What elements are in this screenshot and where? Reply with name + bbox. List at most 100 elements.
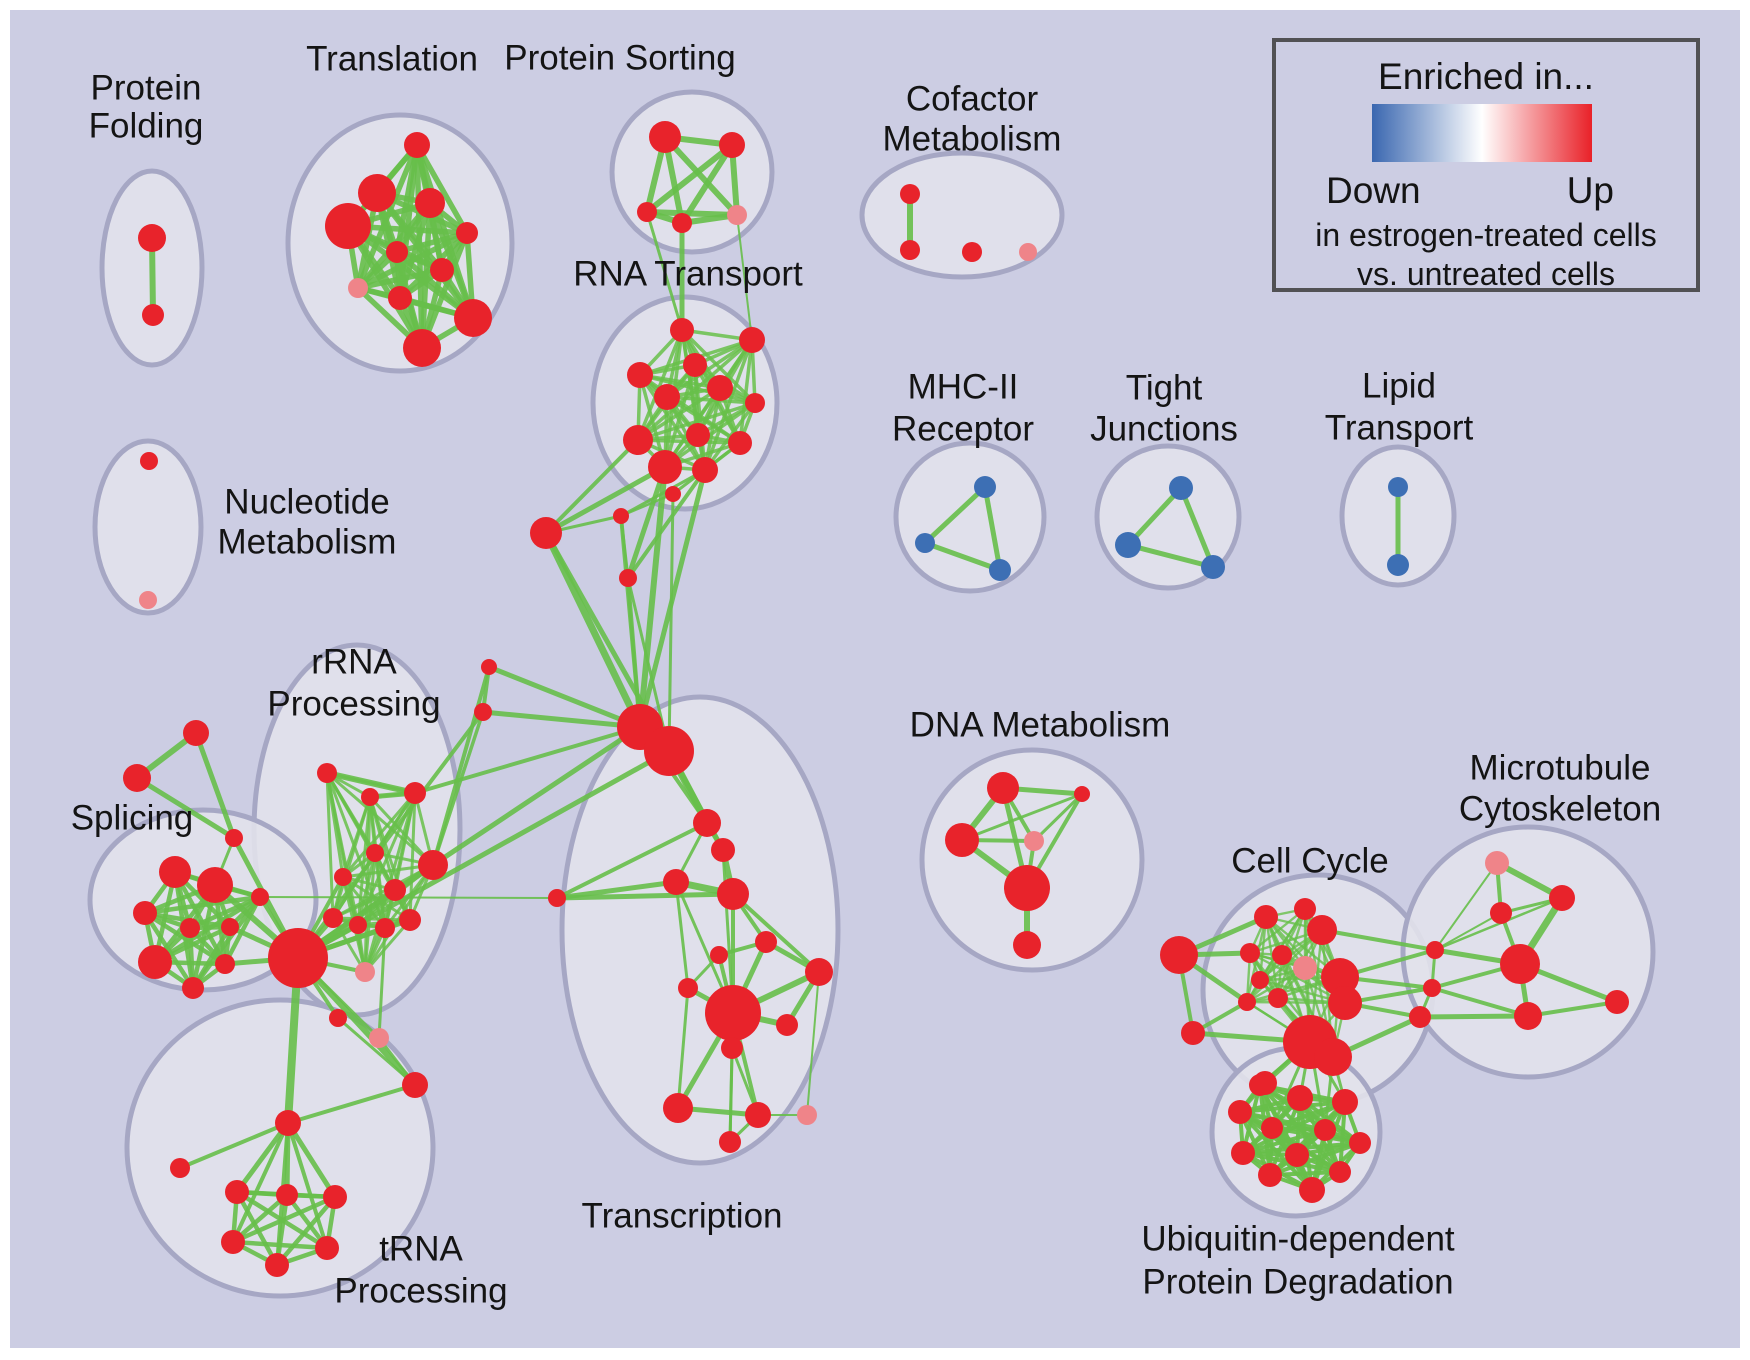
node-t4	[325, 203, 371, 249]
node-cf3	[962, 242, 982, 262]
node-tr14	[797, 1105, 817, 1125]
node-r6	[384, 879, 406, 901]
legend-down-label: Down	[1326, 170, 1421, 211]
node-cl2	[1181, 1021, 1205, 1045]
node-m3	[1500, 944, 1540, 984]
label-cell-cycle: Cell Cycle	[1231, 841, 1389, 880]
node-tc	[275, 1110, 301, 1136]
node-rt4	[683, 353, 707, 377]
edge	[922, 484, 988, 546]
edge	[636, 401, 757, 442]
legend-gradient-bar	[1372, 104, 1592, 162]
node-r7	[418, 850, 448, 880]
node-d1	[987, 772, 1019, 804]
edge	[1430, 986, 1530, 1018]
edge	[193, 730, 237, 841]
node-s3	[133, 901, 157, 925]
edge	[1320, 928, 1437, 952]
node-s7	[215, 954, 235, 974]
cluster-transcription	[559, 694, 841, 1166]
edge	[676, 986, 690, 1110]
node-rt1	[670, 318, 694, 342]
node-r8	[323, 908, 343, 928]
node-nm1	[140, 452, 158, 470]
node-r3	[404, 782, 426, 804]
cluster-mhc-ii-receptor	[893, 440, 1047, 594]
edge	[430, 724, 643, 868]
node-rt10	[728, 431, 752, 455]
node-tj1	[1169, 476, 1193, 500]
label-mhc-ii-receptor: MHC-II Receptor	[892, 367, 1034, 448]
edge	[414, 142, 470, 236]
label-layer: Protein Folding Translation Protein Sorting…	[71, 38, 1661, 1310]
edge	[480, 709, 643, 730]
edge	[324, 770, 418, 796]
edge	[336, 1016, 417, 1087]
edge	[662, 134, 740, 218]
node-rh	[268, 928, 328, 988]
node-h2	[1314, 1038, 1352, 1076]
edge	[1032, 792, 1084, 843]
node-c2	[474, 703, 492, 721]
node-u12	[1299, 1177, 1325, 1203]
node-u2	[1287, 1085, 1313, 1111]
node-c1	[481, 659, 497, 675]
edge	[982, 484, 1003, 573]
edge	[234, 1120, 291, 1195]
node-sa	[183, 720, 209, 746]
node-r2	[361, 788, 379, 806]
edge	[142, 894, 263, 916]
node-ps3	[637, 202, 657, 222]
node-ps4	[672, 213, 692, 233]
node-rt8	[623, 425, 653, 455]
label-ubiquitin-degradation: Ubiquitin-dependent Protein Degradation	[1141, 1219, 1455, 1301]
label-transcription: Transcription	[582, 1196, 783, 1235]
node-m1	[1549, 885, 1575, 911]
node-g1	[225, 1180, 249, 1204]
node-t7	[430, 258, 454, 282]
node-ccp	[1293, 956, 1317, 980]
node-pf1	[138, 224, 166, 252]
edge	[638, 373, 707, 472]
node-tr12	[663, 1093, 693, 1123]
node-r4	[366, 844, 384, 862]
node-u9	[1285, 1143, 1309, 1167]
edge	[667, 492, 675, 753]
node-g3	[323, 1185, 347, 1209]
edge	[679, 142, 735, 226]
node-u4	[1228, 1100, 1252, 1124]
node-rr1	[402, 1072, 428, 1098]
node-cc5	[1272, 945, 1292, 965]
edge	[626, 576, 642, 729]
edge	[355, 267, 445, 291]
node-u8	[1231, 1141, 1255, 1165]
edge	[636, 328, 684, 442]
node-tr8	[805, 958, 833, 986]
legend-up-label: Up	[1566, 170, 1614, 211]
label-protein-folding: Protein Folding	[89, 68, 204, 145]
node-cc7	[1238, 993, 1256, 1011]
edge	[703, 338, 754, 472]
node-tr5	[755, 931, 777, 953]
label-splicing: Splicing	[71, 798, 194, 837]
node-mh3	[989, 559, 1011, 581]
edge	[1417, 1013, 1531, 1020]
node-le3	[1409, 1006, 1431, 1028]
node-tr3	[663, 869, 689, 895]
label-trna-processing: tRNA Processing	[334, 1229, 507, 1310]
cluster-nucleotide-metabolism	[92, 438, 204, 616]
node-t1	[404, 132, 430, 158]
edge	[413, 725, 642, 795]
node-u3	[1332, 1089, 1358, 1115]
node-ps5	[727, 205, 747, 225]
node-t10	[454, 299, 492, 337]
node-t2	[358, 174, 396, 212]
edge	[1434, 912, 1502, 951]
node-cc4	[1240, 943, 1260, 963]
edge	[625, 464, 668, 581]
label-tight-junctions: Tight Junctions	[1090, 368, 1238, 448]
node-r5	[334, 868, 352, 886]
label-nucleotide-metabolism: Nucleotide Metabolism	[218, 482, 397, 561]
edge	[259, 896, 558, 899]
